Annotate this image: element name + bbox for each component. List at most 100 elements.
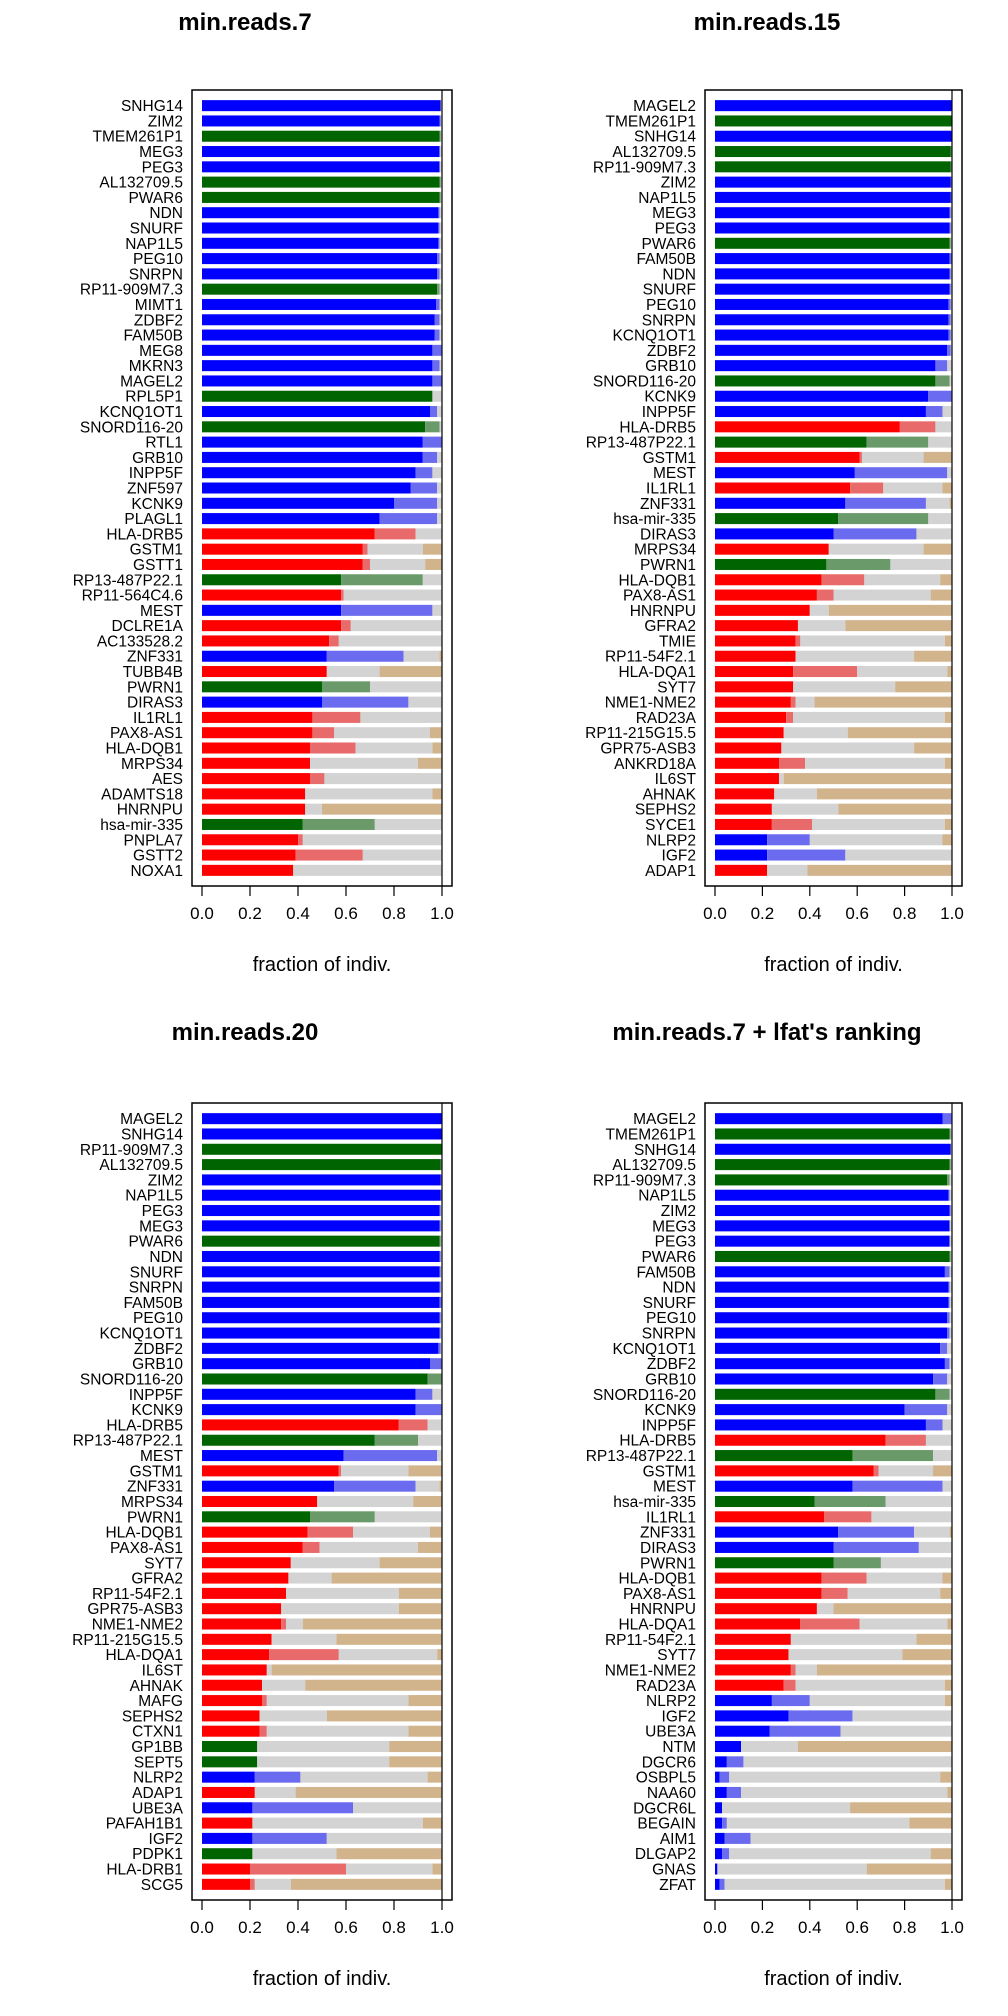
bar-segment-gray	[949, 1189, 952, 1201]
bar-segment-light	[439, 1327, 441, 1339]
bar-label: PWRN1	[127, 1509, 183, 1526]
bar-segment-light	[310, 742, 356, 754]
bar-segment-main	[202, 681, 322, 693]
bar-segment-main	[715, 681, 794, 693]
bar-label: HLA-DRB5	[619, 419, 696, 436]
bar-segment-tan	[413, 1495, 442, 1508]
bar-segment-main	[202, 620, 342, 632]
bar-segment-light	[866, 436, 929, 448]
bar-segment-gray	[259, 1710, 327, 1722]
bar-segment-main	[202, 390, 433, 402]
bar-group: PWRN1	[127, 1509, 442, 1526]
bar-segment-gray	[437, 497, 442, 509]
bar-label: RP11-54F2.1	[605, 649, 696, 666]
bar-segment-light	[771, 1695, 810, 1707]
bar-label: INPP5F	[642, 404, 696, 421]
bar-segment-tan	[942, 482, 952, 494]
bar-segment-tan	[408, 1465, 442, 1477]
bar-segment-gray	[300, 1771, 428, 1783]
bar-segment-main	[202, 635, 330, 647]
bar-segment-gray	[781, 742, 915, 754]
bar-segment-main	[202, 1113, 442, 1125]
bar-segment-light	[410, 482, 438, 494]
bar-segment-main	[715, 253, 950, 265]
bar-segment-main	[715, 742, 782, 754]
x-axis-label: fraction of indiv.	[764, 1968, 903, 1990]
bar-segment-tan	[336, 1848, 442, 1860]
bar-segment-light	[394, 497, 438, 509]
bar-segment-main	[715, 773, 779, 785]
bar-group: DIRAS3	[640, 1540, 952, 1557]
bar-group: KCNQ1OT1	[612, 1341, 952, 1358]
bar-label: PAFAH1B1	[106, 1816, 183, 1833]
bar-segment-gray	[788, 1649, 903, 1661]
bar-group: MAGEL2	[120, 1111, 442, 1128]
bar-label: MAGEL2	[633, 1111, 696, 1128]
bar-segment-tan	[398, 1603, 442, 1615]
bar-segment-light	[925, 406, 943, 418]
bar-segment-tan	[379, 666, 442, 678]
bar-group: NTM	[662, 1739, 952, 1756]
bar-segment-light	[439, 1312, 441, 1324]
bar-segment-main	[202, 207, 439, 219]
bar-group: SYCE1	[645, 817, 952, 834]
bar-segment-light	[341, 604, 433, 616]
bar-label: PWAR6	[128, 190, 183, 207]
bar-group: NDN	[662, 1280, 952, 1297]
bar-label: HLA-DQA1	[105, 1647, 183, 1664]
bar-segment-main	[715, 467, 855, 479]
bar-segment-gray	[949, 1358, 952, 1370]
bar-segment-main	[715, 1633, 791, 1645]
bar-group: ANKRD18A	[614, 756, 952, 773]
bar-segment-main	[715, 1725, 770, 1737]
bar-segment-main	[202, 115, 440, 127]
bar-segment-main	[202, 1312, 440, 1324]
bar-group: SNHG14	[121, 1126, 442, 1143]
bar-group: SNRPN	[129, 266, 442, 283]
bar-segment-tan	[947, 666, 952, 678]
bar-group: RP11-909M7.3	[593, 1172, 952, 1189]
bar-segment-main	[715, 207, 950, 219]
bar-segment-light	[422, 451, 438, 463]
bar-segment-main	[715, 1572, 822, 1584]
bar-group: PEG10	[133, 251, 442, 268]
bar-label: KCNK9	[131, 496, 183, 513]
bar-segment-light	[439, 1235, 441, 1247]
bar-segment-gray	[925, 1434, 952, 1446]
bar-group: ZNF331	[127, 1479, 442, 1496]
bar-group: IGF2	[662, 848, 952, 865]
bar-segment-tan	[336, 1633, 442, 1645]
bar-segment-gray	[793, 681, 896, 693]
bar-segment-main	[202, 191, 440, 203]
bar-segment-light	[845, 497, 926, 509]
bar-label: HLA-DQB1	[105, 1525, 183, 1542]
bar-segment-main	[202, 773, 310, 785]
bar-label: PDPK1	[132, 1846, 183, 1863]
bar-segment-gray	[797, 620, 846, 632]
bar-segment-main	[202, 1603, 282, 1615]
bar-segment-light	[833, 1557, 881, 1569]
bar-segment-light	[767, 849, 846, 861]
bar-segment-gray	[949, 1312, 952, 1324]
bar-segment-main	[202, 497, 394, 509]
bar-segment-tan	[902, 1649, 952, 1661]
bar-segment-main	[715, 1832, 725, 1844]
bar-label: INPP5F	[129, 465, 183, 482]
bar-group: hsa-mir-335	[613, 511, 952, 528]
bar-label: TMEM261P1	[606, 113, 696, 130]
bar-label: SNORD116-20	[593, 373, 696, 390]
x-tick-label: 0.0	[190, 1918, 214, 1937]
bar-segment-tan	[949, 1526, 952, 1538]
bar-group: SNHG14	[634, 129, 952, 146]
bar-label: SNURF	[130, 221, 183, 238]
x-tick-label: 0.8	[382, 904, 406, 923]
bar-segment-main	[715, 1296, 949, 1308]
bar-group: GPR75-ASB3	[87, 1601, 442, 1618]
bar-group: MEST	[140, 1448, 442, 1465]
bar-label: SNHG14	[121, 98, 183, 115]
bar-segment-tan	[944, 757, 952, 769]
bar-segment-gray	[326, 666, 380, 678]
bar-label: HNRNPU	[117, 802, 183, 819]
bar-group: GRB10	[132, 450, 442, 467]
bar-group: INPP5F	[129, 465, 442, 482]
